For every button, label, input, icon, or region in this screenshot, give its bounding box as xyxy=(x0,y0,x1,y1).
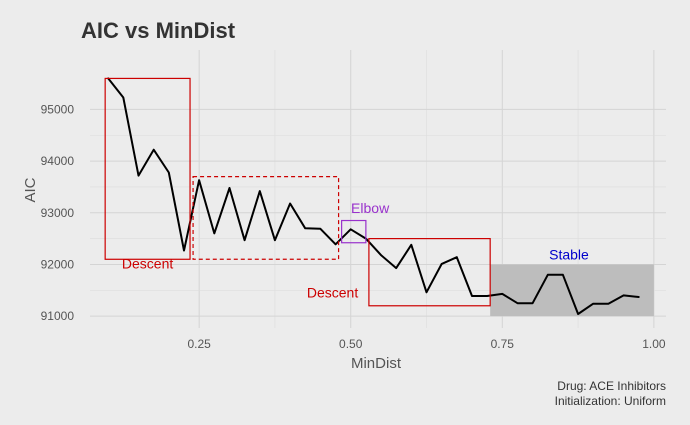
y-tick-label: 93000 xyxy=(41,206,75,220)
x-tick-label: 0.25 xyxy=(187,337,211,351)
x-tick-label: 1.00 xyxy=(642,337,666,351)
annotation-label: Descent xyxy=(307,285,358,301)
y-tick-label: 94000 xyxy=(41,154,75,168)
annotation-label: Descent xyxy=(122,256,173,272)
caption-line-1: Drug: ACE Inhibitors xyxy=(557,379,666,393)
stable-region-band xyxy=(490,264,654,317)
annotation-label: Elbow xyxy=(351,200,390,216)
y-tick-label: 91000 xyxy=(41,309,75,323)
annotation-labels: Descent Elbow Descent Stable xyxy=(122,200,589,301)
annotation-box xyxy=(104,77,191,260)
y-axis-ticks: 91000 92000 93000 94000 95000 xyxy=(41,102,75,323)
annotation-box xyxy=(341,219,367,244)
series-lines xyxy=(107,77,640,315)
aic-series-line xyxy=(107,77,640,315)
chart-title: AIC vs MinDist xyxy=(81,18,236,43)
x-axis-title: MinDist xyxy=(351,355,402,372)
x-tick-label: 0.75 xyxy=(491,337,515,351)
y-tick-label: 95000 xyxy=(41,102,75,116)
x-axis-ticks: 0.25 0.50 0.75 1.00 xyxy=(187,337,665,351)
y-tick-label: 92000 xyxy=(41,257,75,271)
caption-line-2: Initialization: Uniform xyxy=(555,394,666,408)
annotation-bands xyxy=(490,264,654,317)
annotation-box xyxy=(368,238,491,307)
annotation-boxes xyxy=(104,77,491,307)
annotation-box xyxy=(192,175,340,260)
x-tick-label: 0.50 xyxy=(339,337,363,351)
y-axis-title: AIC xyxy=(22,177,39,202)
annotation-label: Stable xyxy=(549,246,589,262)
